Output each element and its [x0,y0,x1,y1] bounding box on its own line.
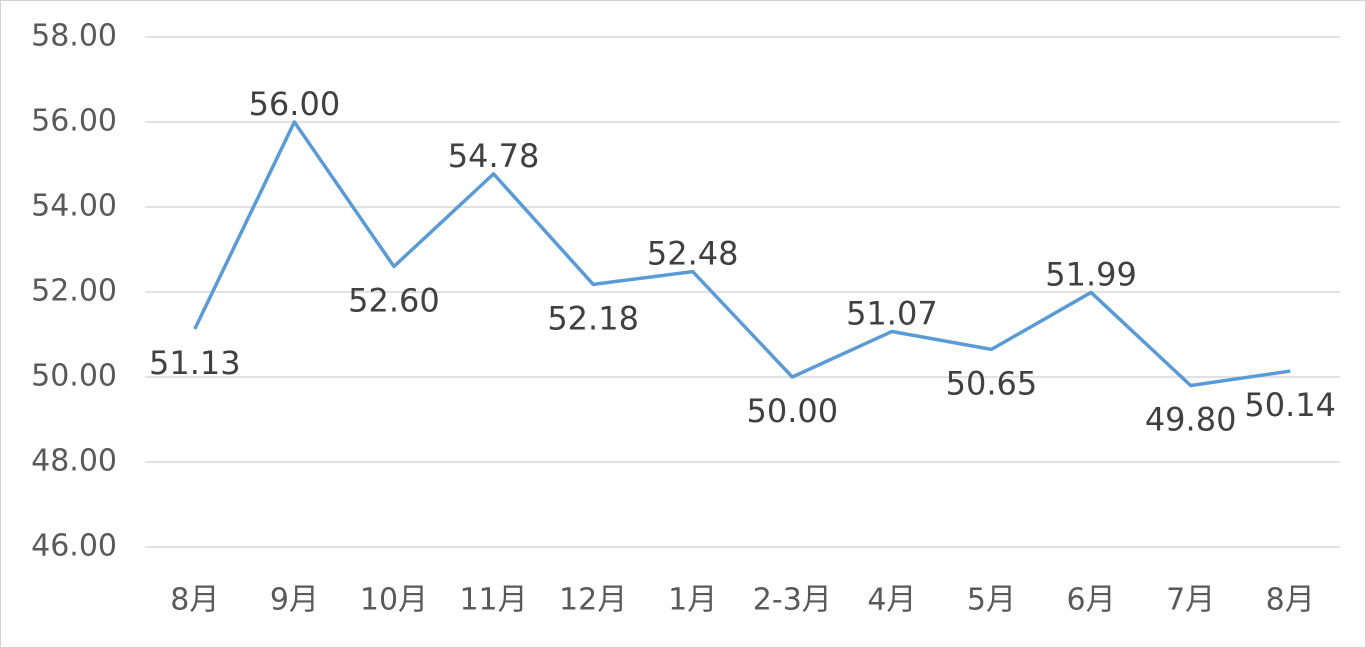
y-tick-label: 52.00 [31,274,117,309]
y-tick-label: 48.00 [31,444,117,479]
data-label: 52.18 [547,299,639,337]
data-label: 51.07 [846,295,938,333]
y-tick-label: 56.00 [31,104,117,139]
data-label: 50.65 [946,364,1038,402]
x-tick-label: 6月 [1066,583,1115,618]
x-tick-label: 12月 [559,583,627,618]
data-label: 56.00 [249,85,341,123]
data-label: 52.48 [647,235,739,273]
x-tick-label: 5月 [967,583,1016,618]
x-tick-label: 8月 [170,583,219,618]
data-label: 51.13 [149,344,241,382]
y-tick-label: 50.00 [31,359,117,394]
y-tick-label: 46.00 [31,529,117,564]
data-label: 49.80 [1145,401,1237,439]
x-tick-label: 2-3月 [753,583,832,618]
data-label: 50.14 [1244,386,1336,424]
x-tick-label: 10月 [360,583,428,618]
x-tick-label: 4月 [867,583,916,618]
y-tick-label: 58.00 [31,19,117,54]
data-line [193,120,1291,388]
x-tick-label: 11月 [459,583,527,618]
data-label: 54.78 [448,137,540,175]
data-label: 51.99 [1045,255,1137,293]
x-tick-label: 8月 [1266,583,1315,618]
x-tick-label: 1月 [668,583,717,618]
x-tick-label: 7月 [1166,583,1215,618]
data-label: 52.60 [348,282,440,320]
y-tick-label: 54.00 [31,189,117,224]
data-label: 50.00 [746,392,838,430]
x-tick-label: 9月 [270,583,319,618]
